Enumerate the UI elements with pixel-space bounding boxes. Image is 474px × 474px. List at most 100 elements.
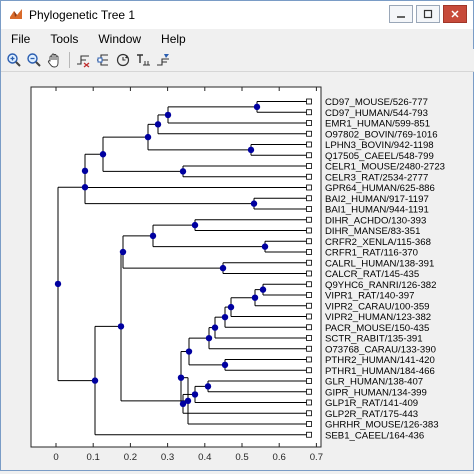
figure-area: CD97_MOUSE/526-777 CD97_HUMAN/544-793 EMR1…: [3, 73, 471, 469]
leaf-label[interactable]: DIHR_ACHDO/130-393: [325, 215, 426, 226]
leaf-label[interactable]: GLP1R_RAT/141-409: [325, 398, 418, 409]
tree-node: [154, 121, 162, 128]
leaf-marker: [306, 270, 312, 277]
leaf-label[interactable]: PTHR2_HUMAN/141-420: [325, 355, 435, 366]
leaf-label[interactable]: O97802_BOVIN/769-1016: [325, 129, 438, 140]
tree-node: [221, 361, 229, 369]
leaf-marker: [306, 98, 312, 105]
x-tick-label: 0.4: [198, 452, 212, 463]
x-tick-label: 0.3: [161, 452, 174, 463]
leaf-marker: [306, 163, 312, 169]
tree-node: [253, 103, 261, 111]
leaf-label[interactable]: PTHR1_HUMAN/184-466: [325, 366, 435, 377]
leaf-label[interactable]: GPR64_HUMAN/625-886: [325, 183, 435, 194]
leaf-marker: [306, 367, 312, 374]
tree-node: [81, 184, 89, 191]
leaf-label[interactable]: CALRL_HUMAN/138-391: [325, 258, 434, 269]
zoom-out-button[interactable]: [25, 51, 43, 69]
leaf-label[interactable]: CALCR_RAT/145-435: [325, 269, 419, 280]
tree-node: [144, 133, 152, 141]
leaf-label[interactable]: LPHN3_BOVIN/942-1198: [325, 140, 434, 151]
leaf-label[interactable]: BAI1_HUMAN/944-1191: [325, 205, 429, 216]
leaf-marker: [306, 141, 312, 148]
toolbar: [1, 49, 474, 72]
find-leaf-button[interactable]: [154, 51, 172, 69]
leaf-label[interactable]: PACR_MOUSE/150-435: [325, 323, 429, 334]
maximize-icon: [423, 9, 433, 19]
leaf-label[interactable]: CD97_MOUSE/526-777: [325, 97, 428, 108]
tree-node: [119, 248, 127, 256]
tree-node: [184, 397, 192, 405]
window-title: Phylogenetic Tree 1: [29, 8, 136, 22]
leaf-label[interactable]: GHRHR_MOUSE/126-383: [325, 420, 439, 431]
x-tick-label: 0.7: [310, 452, 323, 463]
rename-button[interactable]: [134, 51, 152, 69]
minimize-icon: [397, 16, 405, 18]
leaf-marker: [306, 421, 312, 427]
leaf-marker: [306, 130, 312, 137]
tree-node: [164, 111, 172, 119]
leaf-marker: [306, 206, 312, 212]
phylogenetic-tree-plot[interactable]: CD97_MOUSE/526-777CD97_HUMAN/544-793EMR1…: [3, 73, 471, 469]
tree-node: [211, 324, 219, 331]
rotate-branch-button[interactable]: [114, 51, 132, 69]
leaf-label[interactable]: O73768_CARAU/133-390: [325, 344, 436, 355]
leaf-label[interactable]: GIPR_HUMAN/134-399: [325, 387, 427, 398]
prune-icon: [77, 55, 90, 68]
leaf-label[interactable]: CD97_HUMAN/544-793: [325, 108, 428, 119]
toolbar-separator: [69, 52, 70, 68]
leaf-label[interactable]: GLR_HUMAN/138-407: [325, 377, 423, 388]
rename-icon: [137, 54, 150, 66]
leaf-marker: [306, 281, 312, 288]
menu-tools[interactable]: Tools: [50, 32, 79, 46]
tree-node: [191, 391, 199, 398]
tree-node: [221, 313, 229, 321]
collapse-branch-icon: [97, 54, 108, 66]
close-button[interactable]: [443, 5, 467, 23]
pan-hand-icon: [47, 53, 59, 68]
leaf-marker: [306, 238, 312, 245]
leaf-label[interactable]: DIHR_MANSE/83-351: [325, 226, 420, 237]
x-tick-label: 0.1: [87, 452, 100, 463]
prune-button[interactable]: [74, 51, 92, 69]
leaf-label[interactable]: SCTR_RABIT/135-391: [325, 334, 423, 345]
leaf-label[interactable]: GLP2R_RAT/175-443: [325, 409, 418, 420]
menu-bar: File Tools Window Help: [1, 29, 473, 49]
leaf-label[interactable]: EMR1_HUMAN/599-851: [325, 119, 430, 130]
tree-leaves: CD97_MOUSE/526-777CD97_HUMAN/544-793EMR1…: [306, 97, 445, 441]
leaf-marker: [306, 292, 312, 298]
tree-node: [179, 168, 187, 175]
leaf-label[interactable]: Q9YHC6_RANRI/126-382: [325, 280, 436, 291]
zoom-in-button[interactable]: [5, 51, 23, 69]
menu-window[interactable]: Window: [98, 32, 142, 46]
leaf-label[interactable]: BAI2_HUMAN/917-1197: [325, 194, 429, 205]
tree-node: [177, 374, 185, 381]
tree-node: [185, 348, 193, 355]
collapse-branch-button[interactable]: [94, 51, 112, 69]
leaf-marker: [306, 302, 312, 309]
maximize-button[interactable]: [416, 5, 440, 23]
menu-help[interactable]: Help: [161, 32, 186, 46]
leaf-label[interactable]: CELR1_MOUSE/2480-2723: [325, 162, 445, 173]
leaf-label[interactable]: VIPR2_CARAU/100-359: [325, 301, 430, 312]
minimize-button[interactable]: [389, 5, 413, 23]
leaf-label[interactable]: CRFR2_XENLA/115-368: [325, 237, 431, 248]
tree-node: [191, 221, 199, 229]
leaf-label[interactable]: Q17505_CAEEL/548-799: [325, 151, 434, 162]
leaf-label[interactable]: VIPR2_HUMAN/123-382: [325, 312, 431, 323]
leaf-marker: [306, 431, 312, 438]
leaf-label[interactable]: VIPR1_RAT/140-397: [325, 291, 414, 302]
tree-node: [81, 167, 89, 175]
leaf-label[interactable]: SEB1_CAEEL/164-436: [325, 430, 424, 441]
leaf-marker: [306, 356, 312, 363]
tree-node: [205, 334, 213, 342]
pan-button[interactable]: [45, 51, 63, 69]
leaf-label[interactable]: CELR3_RAT/2534-2777: [325, 172, 428, 183]
rotate-branch-icon: [116, 53, 130, 67]
menu-file[interactable]: File: [11, 32, 31, 46]
leaf-marker: [306, 227, 312, 234]
leaf-label[interactable]: CRFR1_RAT/116-370: [325, 248, 418, 259]
x-tick-label: 0: [53, 452, 58, 463]
leaf-marker: [306, 410, 312, 417]
